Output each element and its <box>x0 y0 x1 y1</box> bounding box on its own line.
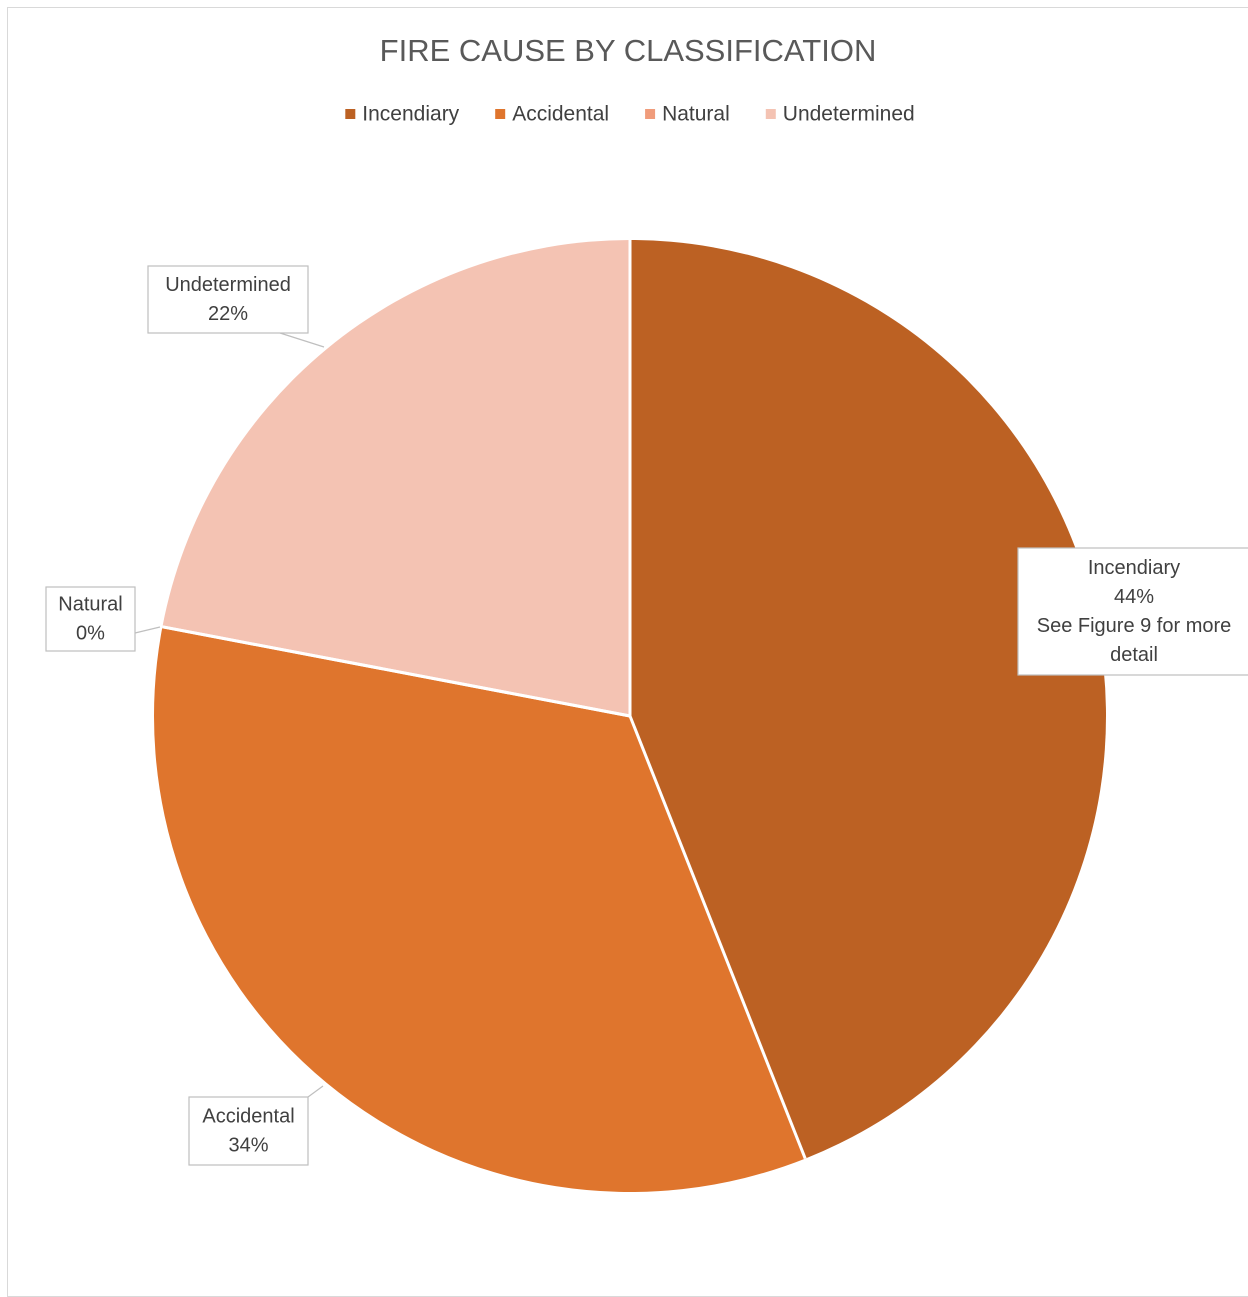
legend-swatch <box>765 109 776 119</box>
data-label-category: Accidental <box>202 1106 294 1128</box>
legend-label: Natural <box>662 103 730 126</box>
leader-line <box>307 1085 324 1098</box>
data-label-incendiary: See Figure 9 for more detail Incendiary 44% <box>1017 547 1248 676</box>
legend: Incendiary Accidental Natural Undetermined <box>345 103 915 126</box>
data-label-category: Undetermined <box>165 274 291 296</box>
slice-separator <box>162 625 631 718</box>
data-label-box <box>147 265 309 334</box>
data-label-category: Natural <box>58 594 122 616</box>
pie-slice-accidental <box>153 626 806 1192</box>
legend-item-incendiary: Incendiary <box>345 103 460 126</box>
legend-label: Incendiary <box>362 103 459 126</box>
data-label-box <box>188 1096 309 1166</box>
pie-slice-undetermined <box>162 240 630 716</box>
chart-title: FIRE CAUSE BY CLASSIFICATION <box>380 33 877 68</box>
data-label-box <box>1017 547 1248 676</box>
legend-label: Undetermined <box>783 103 915 126</box>
legend-label: Accidental <box>512 103 609 126</box>
data-labels: See Figure 9 for more detail Incendiary 44%… <box>45 265 1248 1166</box>
data-label-accidental: Accidental 34% <box>188 1085 324 1166</box>
leader-line <box>134 626 161 634</box>
data-label-box <box>45 586 136 652</box>
slice-separator <box>628 715 807 1160</box>
legend-swatch <box>495 109 506 119</box>
leader-line <box>279 332 325 348</box>
data-label-note: See Figure 9 for more detail <box>1037 615 1232 666</box>
data-label-natural: Natural 0% <box>45 586 161 652</box>
data-label-undetermined: Undetermined 22% <box>147 265 325 348</box>
data-label-value: 34% <box>228 1135 268 1157</box>
pie-slice-incendiary <box>630 240 1107 1159</box>
legend-item-natural: Natural <box>645 103 730 126</box>
data-label-category: Incendiary <box>1088 557 1180 579</box>
legend-swatch <box>345 109 356 119</box>
data-label-value: 22% <box>208 303 248 325</box>
data-label-value: 0% <box>76 623 105 645</box>
legend-swatch <box>645 109 656 119</box>
pie-slices <box>153 240 1107 1192</box>
legend-item-accidental: Accidental <box>495 103 609 126</box>
legend-item-undetermined: Undetermined <box>765 103 915 126</box>
data-label-value: 44% <box>1114 586 1154 608</box>
